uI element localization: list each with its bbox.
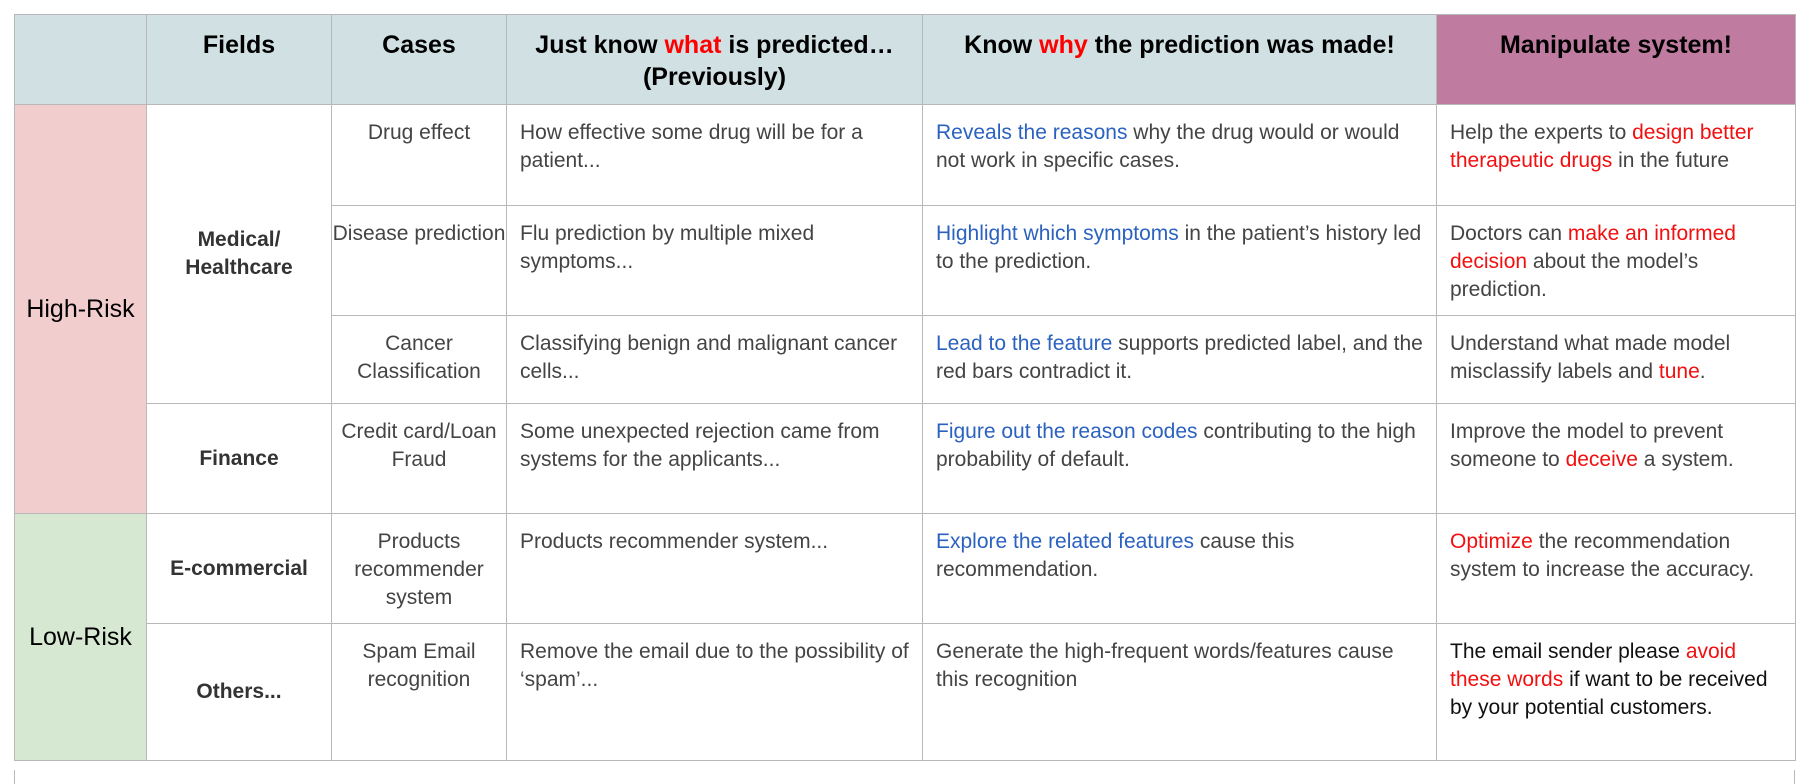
table-row: High-Risk Medical/ Healthcare Drug effec… [14,104,1796,514]
manip-highlight: tune [1658,360,1700,383]
case-cell: Cancer Classification [331,315,507,404]
why-highlight: Highlight which symptoms [936,222,1179,245]
manipulate-cell: Help the experts to design better therap… [1436,104,1796,206]
case-cell: Credit card/Loan Fraud [331,403,507,514]
manip-highlight: make an informed decision [1450,222,1736,273]
field-medical: Medical/ Healthcare [146,104,332,404]
manip-post: a system. [1637,448,1734,471]
why-cell: Generate the high-frequent words/feature… [922,623,1437,761]
manip-pre: The email sender please [1450,640,1686,663]
field-finance: Finance [146,403,332,514]
field-others: Others... [146,623,332,761]
table-row: Others... Spam Email recognition Remove … [15,623,1796,761]
header-manipulate: Manipulate system! [1436,14,1796,105]
manip-post: the recommendation system to increase th… [1450,530,1755,581]
case-cell: Disease prediction [331,205,507,316]
what-cell: Remove the email due to the possibility … [506,623,923,761]
why-rest: contributing to the high probability of … [936,420,1416,471]
table-row: Cancer Classification Classifying benign… [15,315,1796,404]
why-rest: cause this recommendation. [936,530,1295,581]
what-cell: Flu prediction by multiple mixed symptom… [506,205,923,316]
risk-high: High-Risk [14,104,147,514]
header-what-emphasis: what [664,31,722,59]
why-rest: why the drug would or would not work in … [936,121,1400,172]
manip-highlight: design better therapeutic drugs [1450,121,1754,172]
header-row: Fields Cases Just know what is predicted… [14,14,1796,105]
header-corner [14,14,147,105]
header-why-emphasis: why [1039,31,1088,59]
why-cell: Lead to the feature supports predicted l… [922,315,1437,404]
why-highlight: Figure out the reason codes [936,420,1198,443]
header-why: Know why the prediction was made! [922,14,1437,105]
manip-pre: Improve the model to prevent someone to [1450,420,1724,471]
header-what-post: is predicted…(Previously) [642,31,894,91]
why-cell: Figure out the reason codes contributing… [922,403,1437,514]
what-cell: How effective some drug will be for a pa… [506,104,923,206]
case-cell: Drug effect [331,104,507,206]
why-highlight: Lead to the feature [936,332,1113,355]
why-rest: in the patient’s history led to the pred… [936,222,1422,273]
manip-post: . [1699,360,1706,383]
what-cell: Products recommender system... [506,513,923,624]
manip-post: in the future [1612,149,1730,172]
manip-highlight: avoid these words [1450,640,1737,691]
header-cases: Cases [331,14,507,105]
header-what-pre: Just know [535,31,665,59]
case-cell: Spam Email recognition [331,623,507,761]
xai-comparison-table: Fields Cases Just know what is predicted… [14,14,1796,761]
manip-pre: Understand what made model misclassify l… [1450,332,1731,383]
field-ecommercial: E-commercial [146,513,332,624]
what-cell: Classifying benign and malignant cancer … [506,315,923,404]
manip-pre: Help the experts to [1450,121,1633,144]
manipulate-cell: Improve the model to prevent someone to … [1436,403,1796,514]
manipulate-cell: The email sender please avoid these word… [1436,623,1796,761]
risk-low: Low-Risk [14,513,147,761]
why-highlight: Reveals the reasons [936,121,1128,144]
header-what: Just know what is predicted…(Previously) [506,14,923,105]
manip-highlight: Optimize [1450,530,1533,553]
header-why-post: the prediction was made! [1087,31,1395,59]
table-row: Disease prediction Flu prediction by mul… [15,205,1796,316]
table-row: Low-Risk E-commercial Products recommend… [14,513,1796,761]
manip-highlight: deceive [1565,448,1638,471]
table-row: Finance Credit card/Loan Fraud Some unex… [15,403,1796,514]
why-cell: Highlight which symptoms in the patient’… [922,205,1437,316]
manip-post: if want to be received by your potential… [1450,668,1768,719]
why-rest: Generate the high-frequent words/feature… [936,640,1394,691]
header-why-pre: Know [964,31,1040,59]
manipulate-cell: Understand what made model misclassify l… [1436,315,1796,404]
why-cell: Explore the related features cause this … [922,513,1437,624]
why-cell: Reveals the reasons why the drug would o… [922,104,1437,206]
case-cell: Products recommender system [331,513,507,624]
what-cell: Some unexpected rejection came from syst… [506,403,923,514]
why-highlight: Explore the related features [936,530,1194,553]
manipulate-cell: Optimize the recommendation system to in… [1436,513,1796,624]
manip-pre: Doctors can [1450,222,1568,245]
manipulate-cell: Doctors can make an informed decision ab… [1436,205,1796,316]
manip-post: about the model’s prediction. [1450,250,1699,301]
table-footer-border [14,770,1795,784]
why-rest: supports predicted label, and the red ba… [936,332,1423,383]
header-fields: Fields [146,14,332,105]
